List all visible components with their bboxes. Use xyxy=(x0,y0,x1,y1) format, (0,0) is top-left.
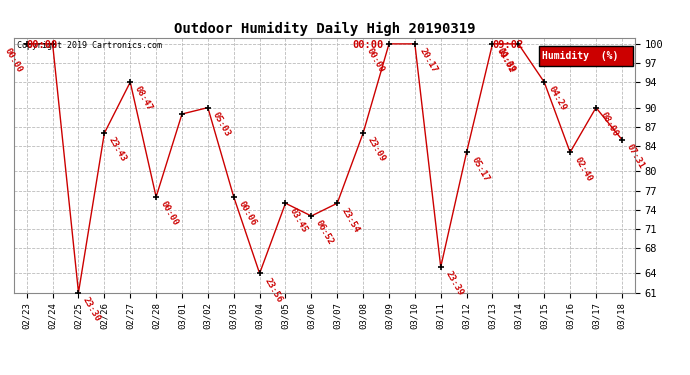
Text: 11:39: 11:39 xyxy=(495,46,517,74)
Text: 23:56: 23:56 xyxy=(262,276,284,304)
Text: 00:00: 00:00 xyxy=(26,40,57,50)
Text: 08:00: 08:00 xyxy=(599,110,620,138)
FancyBboxPatch shape xyxy=(539,46,633,66)
Title: Outdoor Humidity Daily High 20190319: Outdoor Humidity Daily High 20190319 xyxy=(174,22,475,36)
Text: 23:54: 23:54 xyxy=(340,206,362,234)
Text: 00:00: 00:00 xyxy=(159,200,180,227)
Text: 23:43: 23:43 xyxy=(107,136,128,164)
Text: 09:02: 09:02 xyxy=(494,46,515,74)
Text: 00:00: 00:00 xyxy=(365,46,386,74)
Text: 05:03: 05:03 xyxy=(210,110,232,138)
Text: 04:29: 04:29 xyxy=(547,85,569,112)
Text: 06:52: 06:52 xyxy=(314,219,335,246)
Text: 23:09: 23:09 xyxy=(366,136,387,164)
Text: 03:45: 03:45 xyxy=(288,206,310,234)
Text: 09:02: 09:02 xyxy=(492,40,523,50)
Text: 00:00: 00:00 xyxy=(353,40,384,50)
Text: 20:17: 20:17 xyxy=(417,46,439,74)
Text: 05:17: 05:17 xyxy=(469,155,491,183)
Text: 23:39: 23:39 xyxy=(444,270,465,297)
Text: 00:06: 00:06 xyxy=(237,200,258,227)
Text: 02:40: 02:40 xyxy=(573,155,594,183)
Text: 08:47: 08:47 xyxy=(133,85,155,112)
Text: 00:00: 00:00 xyxy=(3,46,24,74)
Text: 07:31: 07:31 xyxy=(624,142,646,170)
Text: Humidity  (%): Humidity (%) xyxy=(542,51,618,61)
Text: 23:30: 23:30 xyxy=(81,295,103,323)
Text: Copyright 2019 Cartronics.com: Copyright 2019 Cartronics.com xyxy=(17,41,162,50)
